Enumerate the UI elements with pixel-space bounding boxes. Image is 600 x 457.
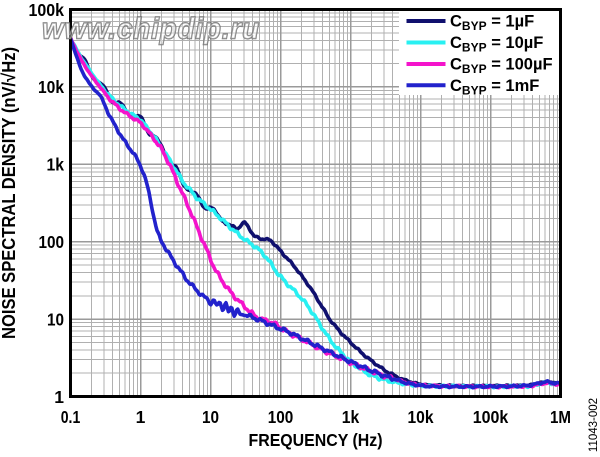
- svg-text:10: 10: [202, 407, 219, 427]
- svg-text:NOISE SPECTRAL DENSITY (nV/√Hz: NOISE SPECTRAL DENSITY (nV/√Hz): [0, 47, 19, 339]
- svg-text:1M: 1M: [550, 407, 571, 427]
- svg-text:FREQUENCY (Hz): FREQUENCY (Hz): [249, 430, 383, 450]
- svg-text:1k: 1k: [342, 407, 360, 427]
- svg-text:www.chipdip.ru: www.chipdip.ru: [42, 13, 260, 46]
- svg-text:100: 100: [39, 232, 65, 252]
- svg-text:100k: 100k: [473, 407, 509, 427]
- svg-text:0.1: 0.1: [61, 407, 81, 427]
- svg-text:100: 100: [268, 407, 294, 427]
- svg-text:1: 1: [136, 407, 146, 427]
- svg-text:10k: 10k: [38, 77, 64, 97]
- svg-text:10: 10: [47, 309, 64, 329]
- svg-text:1k: 1k: [47, 155, 65, 175]
- svg-text:11043-002: 11043-002: [588, 398, 600, 452]
- svg-text:10k: 10k: [408, 407, 434, 427]
- svg-text:100k: 100k: [29, 0, 65, 20]
- svg-text:1: 1: [54, 387, 64, 407]
